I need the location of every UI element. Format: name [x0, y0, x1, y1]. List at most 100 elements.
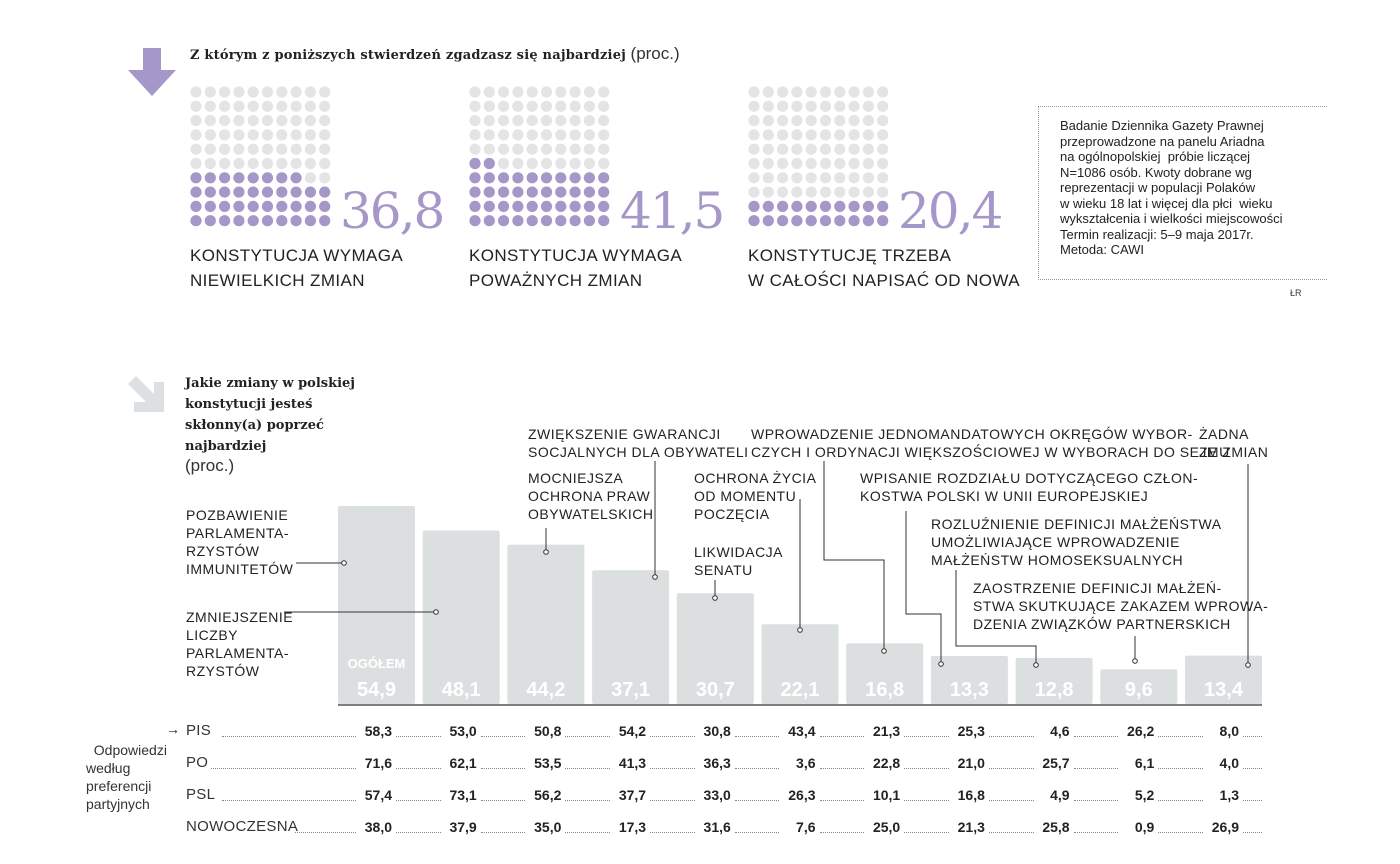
- bar-value-label: 37,1: [611, 679, 650, 701]
- annotation-label: ZAOSTRZENIE DEFINICJI MAŁŻEŃ- STWA SKUTK…: [973, 580, 1269, 632]
- party-breakdown-text: Odpowiedzi według preferencji partyjnych: [86, 742, 167, 812]
- dot: [319, 172, 331, 184]
- leader-dot: [1033, 662, 1039, 668]
- dot: [290, 186, 302, 198]
- dot: [276, 129, 288, 141]
- dot: [583, 143, 595, 155]
- dot: [748, 100, 760, 112]
- dot: [540, 157, 553, 170]
- dot: [569, 172, 581, 184]
- dot: [540, 129, 553, 141]
- dot-leader: [1158, 832, 1203, 833]
- dot: [247, 143, 259, 155]
- dot: [791, 157, 803, 170]
- bar-value-label: 13,3: [950, 679, 989, 701]
- annotation-label: MOCNIEJSZA OCHRONA PRAW OBYWATELSKICH: [528, 470, 654, 522]
- dot: [483, 215, 495, 227]
- dot-leader: [480, 832, 526, 833]
- dot: [261, 143, 274, 155]
- dot: [204, 186, 216, 198]
- dot: [247, 200, 259, 212]
- dot: [247, 215, 259, 227]
- dot-leader: [480, 736, 526, 737]
- dot: [512, 115, 524, 127]
- party-value: 26,3: [788, 787, 816, 803]
- dot: [204, 157, 216, 170]
- option-label-line2: W CAŁOŚCI NAPISAĆ OD NOWA: [748, 271, 1020, 290]
- dot: [526, 200, 538, 212]
- dot: [526, 172, 538, 184]
- party-value: 25,0: [872, 819, 901, 835]
- bar: [592, 570, 670, 704]
- party-value: 53,5: [534, 755, 562, 771]
- dot: [498, 157, 510, 170]
- party-value: 50,8: [534, 723, 562, 739]
- dot: [319, 86, 331, 98]
- dot: [469, 157, 481, 170]
- dot-leader: [650, 800, 695, 801]
- dot: [290, 172, 302, 184]
- dot: [512, 200, 524, 212]
- dot: [791, 172, 803, 184]
- annotation-label: ZMNIEJSZENIE LICZBY PARLAMENTA- RZYSTÓW: [186, 609, 294, 679]
- party-value: 16,8: [957, 787, 985, 803]
- dot: [190, 86, 202, 98]
- annotation-label: ZWIĘKSZENIE GWARANCJI SOCJALNYCH DLA OBY…: [528, 426, 749, 460]
- dot: [190, 129, 202, 141]
- dot: [304, 86, 316, 98]
- dot: [777, 172, 789, 184]
- dot: [190, 200, 202, 212]
- dot-leader: [1243, 800, 1262, 801]
- dot: [598, 143, 610, 155]
- dot: [862, 129, 874, 141]
- dot: [862, 115, 874, 127]
- dot: [304, 215, 316, 227]
- dot: [777, 100, 789, 112]
- bar: [338, 506, 415, 704]
- dot: [598, 215, 610, 227]
- dot-leader: [734, 800, 780, 801]
- leader-dot: [1245, 662, 1251, 668]
- dot-grid: [748, 86, 898, 237]
- dot: [219, 115, 231, 127]
- dot: [598, 186, 610, 198]
- dot: [834, 129, 846, 141]
- dot: [190, 172, 202, 184]
- dot: [762, 215, 774, 227]
- dot: [583, 100, 595, 112]
- dot-leader: [1243, 736, 1262, 737]
- dot: [819, 86, 832, 98]
- overall-label: OGÓŁEM: [348, 656, 406, 671]
- dot: [204, 86, 216, 98]
- annotation-label: WPISANIE ROZDZIAŁU DOTYCZĄCEGO CZŁON- KO…: [860, 470, 1199, 504]
- dot: [512, 100, 524, 112]
- dot: [848, 143, 860, 155]
- dot: [512, 186, 524, 198]
- annotation-label: POZBAWIENIE PARLAMENTA- RZYSTÓW IMMUNITE…: [186, 507, 294, 577]
- dot: [762, 143, 774, 155]
- dot: [583, 129, 595, 141]
- dot: [877, 215, 889, 227]
- party-value: 26,2: [1127, 723, 1155, 739]
- dot: [569, 200, 581, 212]
- dot: [862, 215, 874, 227]
- dot: [483, 115, 495, 127]
- dot: [498, 186, 510, 198]
- dot: [290, 86, 302, 98]
- dot: [483, 200, 495, 212]
- dot: [805, 172, 817, 184]
- dot: [219, 86, 231, 98]
- dot: [276, 200, 288, 212]
- dot-grid: [469, 86, 619, 237]
- dot: [276, 215, 288, 227]
- dot: [791, 129, 803, 141]
- dot: [583, 172, 595, 184]
- party-value: 21,0: [957, 755, 985, 771]
- survey-unit: (proc.): [630, 44, 680, 63]
- option-label: KONSTYTUCJĘ TRZEBA W CAŁOŚCI NAPISAĆ OD N…: [748, 243, 1020, 293]
- dot-leader: [904, 768, 949, 769]
- bar: [676, 593, 754, 704]
- dot-leader: [734, 832, 780, 833]
- dot: [219, 200, 231, 212]
- party-value: 7,6: [796, 819, 816, 835]
